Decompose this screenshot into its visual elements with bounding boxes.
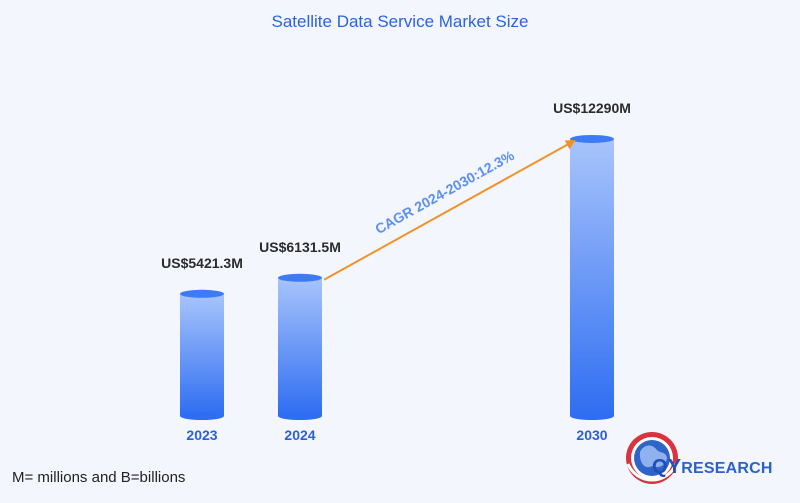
bar-2024	[278, 277, 322, 416]
cagr-annotation: CAGR 2024-2030:12.3%	[372, 147, 517, 237]
bar-base-2023	[180, 412, 224, 420]
cagr-arrow	[323, 140, 576, 281]
bar-2030	[570, 138, 614, 416]
logo-text-suffix: RESEARCH	[681, 460, 773, 477]
category-label-2023: 2023	[186, 427, 217, 443]
bar-base-2030	[570, 412, 614, 420]
bar-cap-2024	[278, 273, 322, 282]
logo-text-prefix: QY	[652, 456, 682, 478]
category-label-2030: 2030	[576, 427, 607, 443]
bar-cap-2023	[180, 289, 224, 298]
value-label-2030: US$12290M	[553, 100, 631, 116]
footnote: M= millions and B=billions	[12, 469, 186, 486]
bar-base-2024	[278, 412, 322, 420]
chart-title: Satellite Data Service Market Size	[271, 12, 529, 31]
value-label-2023: US$5421.3M	[161, 255, 243, 271]
category-label-2024: 2024	[284, 427, 315, 443]
qyresearch-logo: QYRESEARCH	[622, 426, 792, 490]
bar-2023	[180, 293, 224, 416]
globe-icon	[626, 432, 678, 484]
bar-cap-2030	[570, 134, 614, 143]
value-label-2024: US$6131.5M	[259, 239, 341, 255]
logo-text: QYRESEARCH	[652, 456, 773, 479]
